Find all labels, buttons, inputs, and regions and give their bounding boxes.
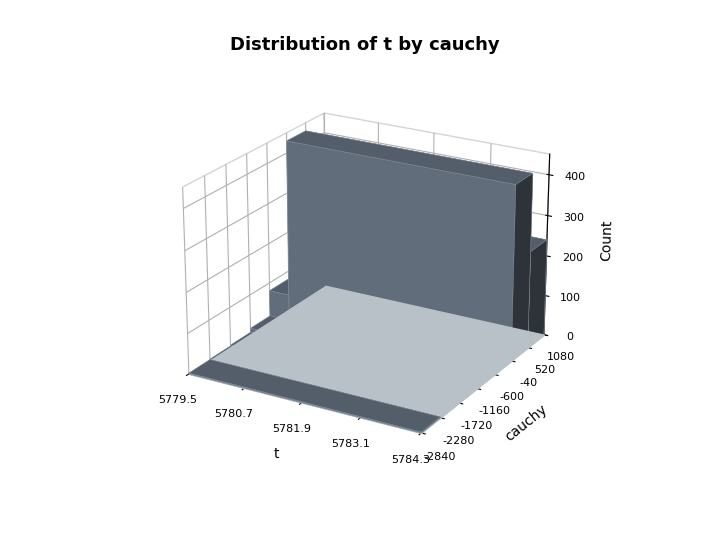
X-axis label: t: t xyxy=(274,447,279,461)
Y-axis label: cauchy: cauchy xyxy=(503,402,550,445)
Title: Distribution of t by cauchy: Distribution of t by cauchy xyxy=(230,36,499,54)
